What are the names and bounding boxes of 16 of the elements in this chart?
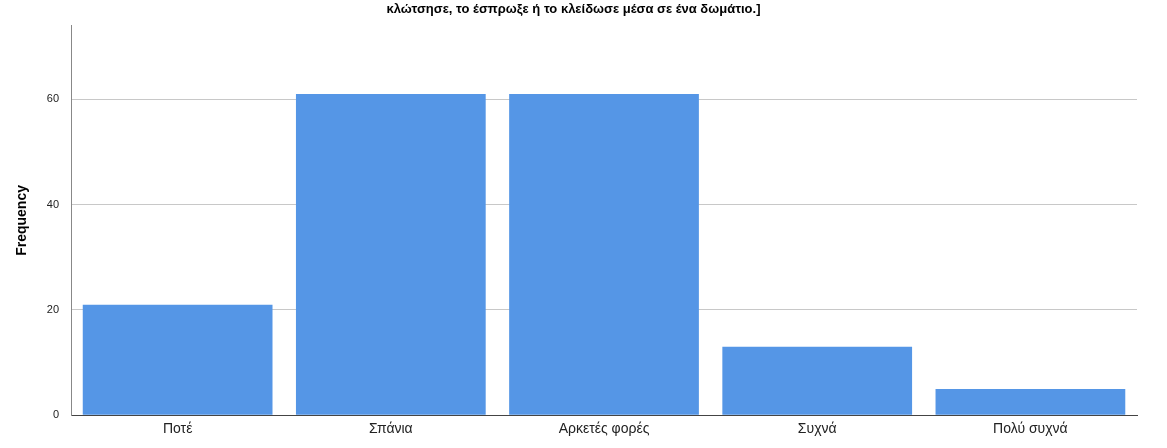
bar (295, 94, 486, 415)
x-tick-label: Αρκετές φορές (558, 420, 650, 437)
bar (82, 304, 273, 415)
y-tick-label: 20 (46, 302, 60, 315)
bar (935, 388, 1126, 415)
x-tick-label: Ποτέ (162, 420, 193, 437)
y-tick-label: 0 (52, 408, 60, 421)
x-tick-label: Πολύ συχνά (993, 420, 1068, 437)
x-tick-label: Σπάνια (368, 420, 413, 437)
bar (722, 346, 913, 415)
y-tick-label: 40 (46, 197, 60, 210)
chart-title: κλώτσησε, το έσπρωξε ή το κλείδωσε μέσα σε ένα δωμάτιο.] (386, 1, 761, 17)
x-tick-label: Συχνά (797, 420, 837, 437)
y-tick-label: 60 (46, 92, 60, 105)
bar (509, 94, 699, 415)
y-axis-title: Frequency (13, 184, 30, 256)
